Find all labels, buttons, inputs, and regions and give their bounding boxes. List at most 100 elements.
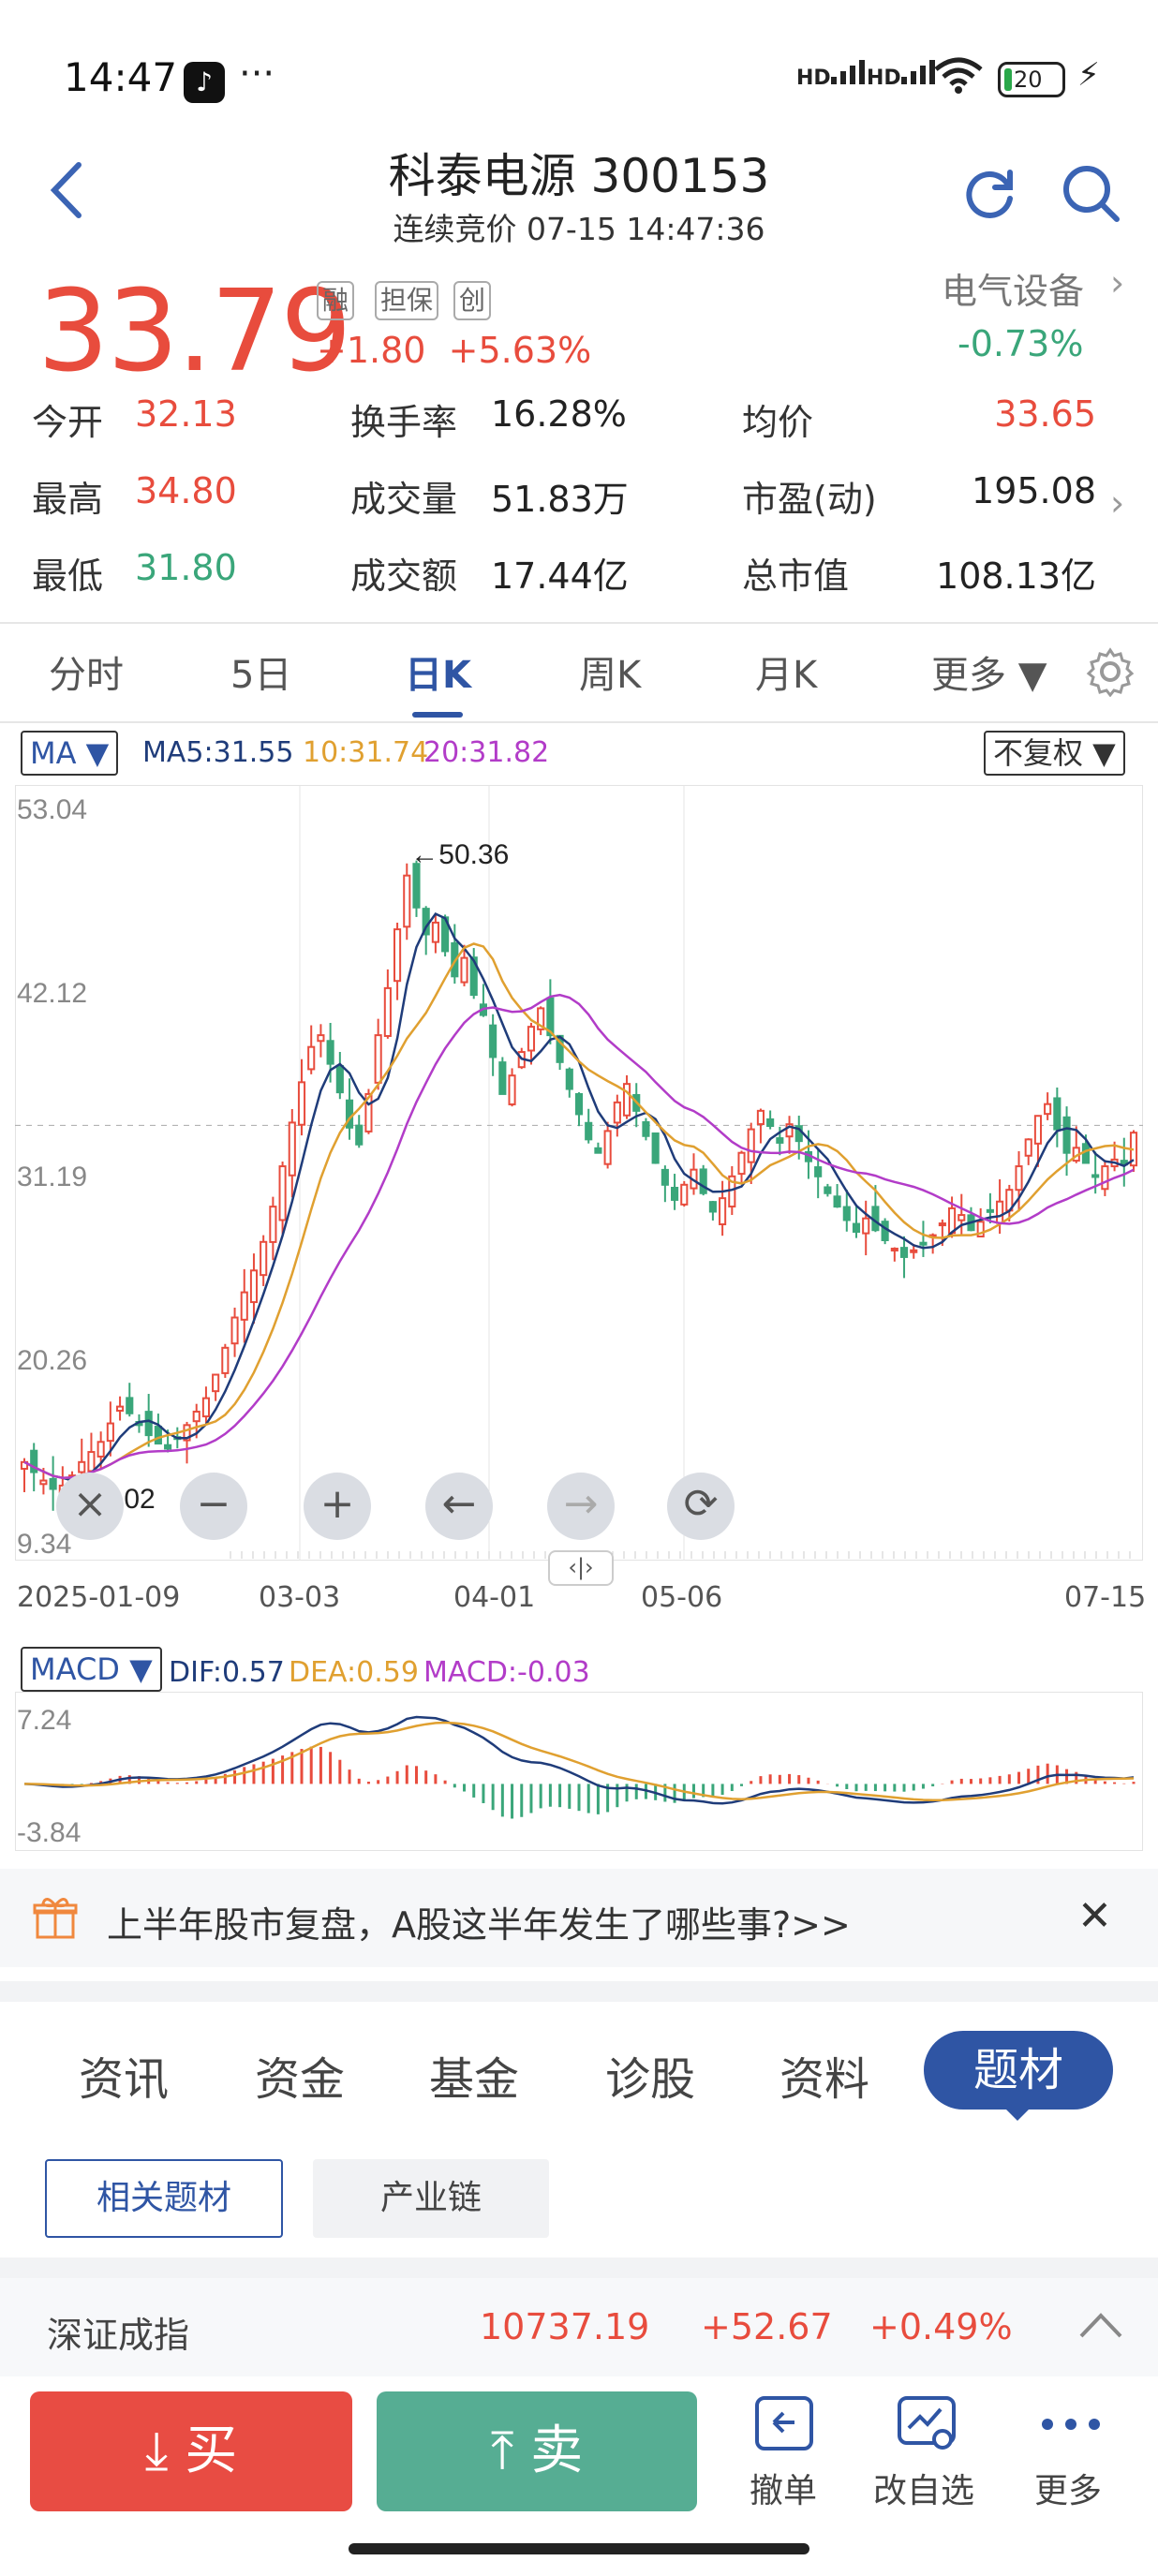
scroll-right-button[interactable]: → — [547, 1473, 615, 1540]
candle-up — [307, 1045, 316, 1071]
candle-down — [1062, 1116, 1071, 1154]
high-price-label: ←50.36 — [410, 839, 509, 870]
search-icon — [1063, 166, 1120, 222]
divider — [0, 622, 1158, 624]
candle-down — [585, 1121, 593, 1141]
scroll-left-button[interactable]: ← — [425, 1473, 493, 1540]
candle-up — [278, 1165, 287, 1221]
signal-1-label: HD — [796, 67, 831, 90]
kline-grid — [15, 785, 1143, 1561]
zoom-in-button[interactable]: + — [304, 1473, 371, 1540]
candle-down — [671, 1187, 679, 1201]
divider — [0, 721, 1158, 723]
tiktok-icon: ♪ — [184, 62, 225, 103]
candle-down — [824, 1186, 832, 1194]
refresh-button[interactable] — [958, 161, 1021, 225]
chevron-up-icon[interactable] — [1077, 2306, 1124, 2344]
close-icon[interactable]: × — [56, 1473, 124, 1540]
stat-label: 成交量 — [350, 479, 458, 520]
tab-daily-k[interactable]: 日K — [405, 654, 471, 697]
chart-settings-button[interactable] — [1085, 646, 1136, 698]
candle-up — [383, 986, 392, 1037]
stat-label: 总市值 — [742, 555, 850, 597]
dea-line — [23, 1721, 1135, 1802]
buy-button[interactable]: ⤓ 买 — [30, 2391, 352, 2511]
stat-label: 今开 — [32, 402, 104, 443]
cancel-order-label[interactable]: 撤单 — [750, 2472, 818, 2510]
chevron-left-icon — [50, 162, 82, 218]
candle-down — [144, 1411, 153, 1437]
edit-watchlist-label[interactable]: 改自选 — [873, 2472, 975, 2510]
sector-link[interactable]: 电气设备 — [942, 271, 1085, 312]
candle-up — [948, 1207, 957, 1235]
date-label: 2025-01-09 — [17, 1581, 181, 1614]
tab-more[interactable]: 更多 ▼ — [931, 654, 1047, 697]
dif-legend: DIF:0.57 — [169, 1656, 285, 1689]
candle-down — [776, 1137, 784, 1144]
more-icon[interactable] — [1038, 2394, 1104, 2454]
date-label: 07-15 — [1064, 1581, 1147, 1614]
candle-down — [1091, 1174, 1100, 1178]
index-percent: +0.49% — [869, 2306, 1013, 2347]
promo-banner[interactable] — [0, 1869, 1158, 1967]
gift-icon — [32, 1894, 79, 1941]
back-button[interactable] — [47, 159, 103, 225]
tab-profile[interactable]: 资料 — [779, 2053, 870, 2106]
candle-up — [785, 1123, 794, 1138]
candle-down — [498, 1061, 507, 1095]
zoom-out-button[interactable]: − — [180, 1473, 247, 1540]
chart-scroll-handle[interactable]: ‹|› — [548, 1550, 614, 1586]
candle-up — [756, 1109, 765, 1126]
candle-up — [212, 1373, 220, 1393]
more-label[interactable]: 更多 — [1034, 2472, 1103, 2510]
stat-value: 108.13亿 — [936, 555, 1096, 597]
macd-frame — [15, 1692, 1143, 1851]
candle-up — [39, 1479, 48, 1486]
candle-up — [201, 1397, 210, 1418]
edit-watchlist-icon[interactable] — [894, 2394, 959, 2454]
banner-text[interactable]: 上半年股市复盘，A股这半年发生了哪些事?>> — [107, 1904, 851, 1946]
macd-chart[interactable]: 7.24 -3.84 — [15, 1692, 1143, 1851]
macd-body: 7.24 -3.84 — [15, 1692, 1143, 1851]
sector-change: -0.73% — [958, 323, 1084, 364]
tab-funds-flow[interactable]: 资金 — [255, 2053, 346, 2106]
ma-selector[interactable]: MA ▼ — [21, 731, 119, 776]
home-indicator[interactable] — [349, 2543, 809, 2554]
candle-up — [269, 1206, 277, 1243]
chevron-right-icon[interactable]: › — [1110, 262, 1125, 303]
tab-news[interactable]: 资讯 — [79, 2053, 170, 2106]
tab-diagnose[interactable]: 诊股 — [605, 2053, 696, 2106]
stats-chevron-icon[interactable]: › — [1110, 482, 1125, 524]
search-button[interactable] — [1059, 161, 1122, 225]
ma10-legend: 10:31.74 — [303, 736, 429, 769]
tab-5day[interactable]: 5日 — [230, 654, 292, 697]
index-value: 10737.19 — [480, 2306, 650, 2347]
tab-fund[interactable]: 基金 — [429, 2053, 520, 2106]
index-name: 深证成指 — [47, 2315, 190, 2356]
stat-value: 32.13 — [135, 393, 237, 435]
price-change: +1.80 +5.63% — [317, 330, 591, 371]
tab-theme[interactable]: 题材 — [924, 2031, 1113, 2110]
indicator-selector[interactable]: MACD ▼ — [21, 1647, 162, 1692]
index-ticker[interactable] — [0, 2278, 1158, 2376]
candle-up — [1015, 1165, 1023, 1192]
candle-down — [126, 1397, 134, 1414]
tab-weekly-k[interactable]: 周K — [579, 654, 642, 697]
candle-up — [297, 1081, 306, 1126]
cancel-order-icon[interactable] — [751, 2394, 817, 2454]
rotate-button[interactable]: ⟳ — [667, 1473, 735, 1540]
adjust-selector[interactable]: 不复权 ▼ — [984, 731, 1125, 776]
subtab-related-themes[interactable]: 相关题材 — [45, 2159, 283, 2238]
section-gap — [0, 1981, 1158, 2002]
candle-down — [651, 1132, 660, 1164]
change-amount: +1.80 — [317, 330, 426, 371]
subtab-industry-chain[interactable]: 产业链 — [313, 2159, 549, 2238]
sell-button[interactable]: ⤒ 卖 — [377, 2391, 697, 2511]
candle-up — [603, 1130, 612, 1165]
battery-icon: 20 — [998, 62, 1065, 97]
candle-up — [747, 1128, 755, 1163]
tab-timeshare[interactable]: 分时 — [49, 654, 124, 697]
close-icon[interactable]: ✕ — [1077, 1892, 1112, 1940]
tab-monthly-k[interactable]: 月K — [755, 654, 818, 697]
